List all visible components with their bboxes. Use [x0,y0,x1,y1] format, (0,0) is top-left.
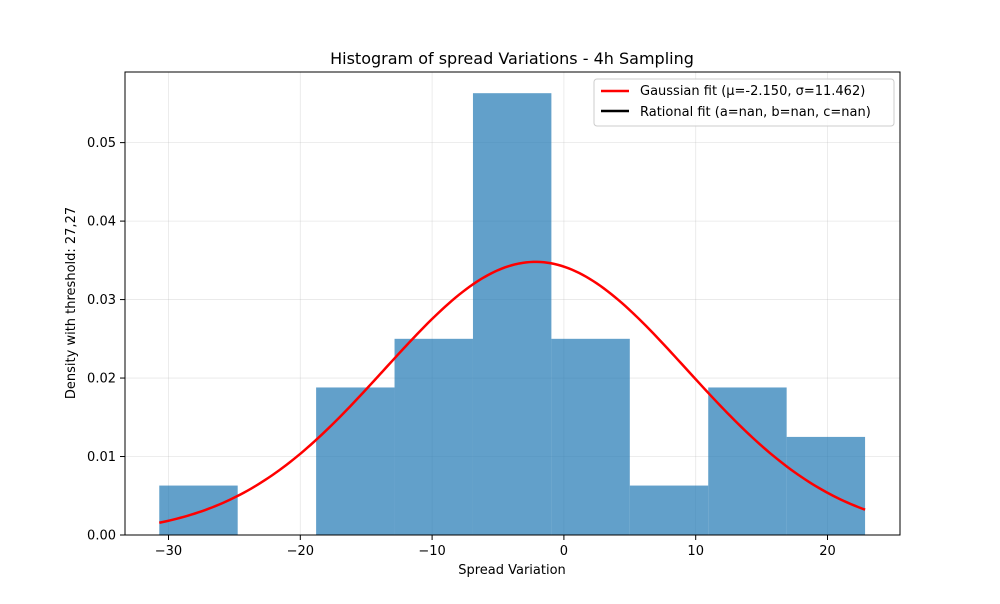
y-axis-ticks: 0.00 0.01 0.02 0.03 0.04 0.05 [87,136,125,544]
y-tick-label: 0.03 [87,293,116,308]
histogram-bar [316,387,395,535]
line-layer [159,260,866,524]
histogram-bar [394,338,473,535]
histogram-bar [551,338,630,535]
legend-gaussian-label: Gaussian fit (μ=-2.150, σ=11.462) [640,84,865,99]
histogram-bar [159,485,238,535]
histogram-bar [629,485,709,535]
x-tick-label: −20 [287,544,314,559]
y-tick-label: 0.01 [87,450,116,465]
y-tick-label: 0.05 [87,136,116,151]
y-tick-label: 0.00 [87,529,116,544]
x-tick-label: −10 [418,544,445,559]
legend-rational-label: Rational fit (a=nan, b=nan, c=nan) [640,105,871,120]
bars-layer [159,93,866,535]
x-axis-ticks: −30 −20 −10 0 10 20 [155,535,836,559]
chart-title: Histogram of spread Variations - 4h Samp… [330,49,694,68]
histogram-bar [786,436,866,535]
histogram-bar [708,387,787,535]
x-tick-label: 0 [560,544,568,559]
x-tick-label: −30 [155,544,182,559]
y-axis-label: Density with threshold: 27,27 [64,207,79,399]
y-tick-label: 0.02 [87,372,116,387]
gaussian-fit-line [159,260,866,524]
legend-box [593,78,895,127]
y-tick-label: 0.04 [87,215,116,230]
histogram-bar [472,93,552,535]
legend: Gaussian fit (μ=-2.150, σ=11.462) Ration… [593,78,895,127]
x-tick-label: 10 [687,544,704,559]
x-tick-label: 20 [819,544,836,559]
plot-frame [124,71,901,536]
x-axis-label: Spread Variation [458,563,566,578]
